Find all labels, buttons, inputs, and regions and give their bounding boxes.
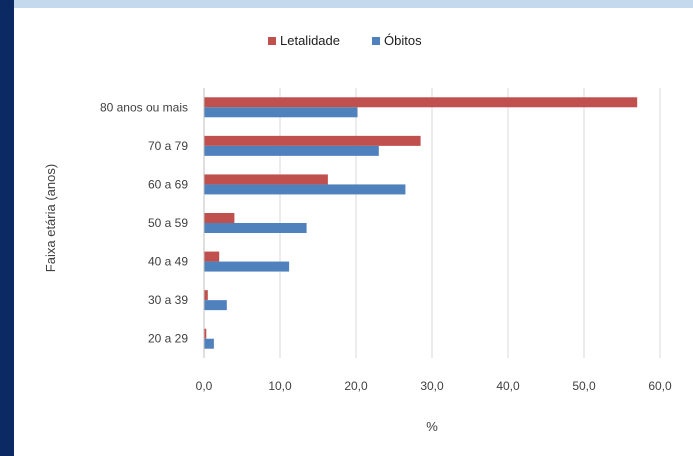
y-tick-label: 20 a 29 [148,332,188,346]
legend-label-letalidade: Letalidade [280,33,340,48]
y-tick-label: 30 a 39 [148,293,188,307]
legend-swatch-letalidade [268,37,276,45]
y-axis-title: Faixa etária (anos) [43,164,58,272]
bar-obitos [204,145,379,156]
bar-letalidade [204,328,207,339]
bar-letalidade [204,290,208,301]
bar-obitos [204,338,214,349]
legend-label-obitos: Óbitos [384,33,422,48]
y-tick-label: 70 a 79 [148,139,188,153]
bar-obitos [204,184,406,195]
y-tick-labels: 80 anos ou mais 70 a 79 60 a 69 50 a 59 40 a… [100,100,188,345]
legend-swatch-obitos [372,37,380,45]
bar-obitos [204,107,358,118]
bar-letalidade [204,174,328,185]
bar-letalidade [204,97,638,108]
bars [204,97,638,349]
x-tick-label: 20,0 [344,379,368,393]
x-axis-title: % [426,419,438,434]
bar-obitos [204,261,290,272]
bar-letalidade [204,251,220,262]
x-tick-label: 40,0 [496,379,520,393]
x-tick-label: 0,0 [196,379,213,393]
y-tick-label: 80 anos ou mais [100,100,188,114]
bar-letalidade [204,135,421,146]
x-tick-labels: 0,0 10,0 20,0 30,0 40,0 50,0 60,0 [196,379,672,393]
y-tick-label: 40 a 49 [148,255,188,269]
bar-obitos [204,223,307,233]
x-tick-label: 30,0 [420,379,444,393]
legend: Letalidade Óbitos [268,33,422,48]
y-tick-label: 50 a 59 [148,216,188,230]
x-tick-label: 50,0 [572,379,596,393]
x-tick-label: 10,0 [268,379,292,393]
bar-obitos [204,300,227,311]
chart-background [14,8,693,456]
y-tick-label: 60 a 69 [148,177,188,191]
x-tick-label: 60,0 [648,379,672,393]
bar-letalidade [204,213,235,223]
